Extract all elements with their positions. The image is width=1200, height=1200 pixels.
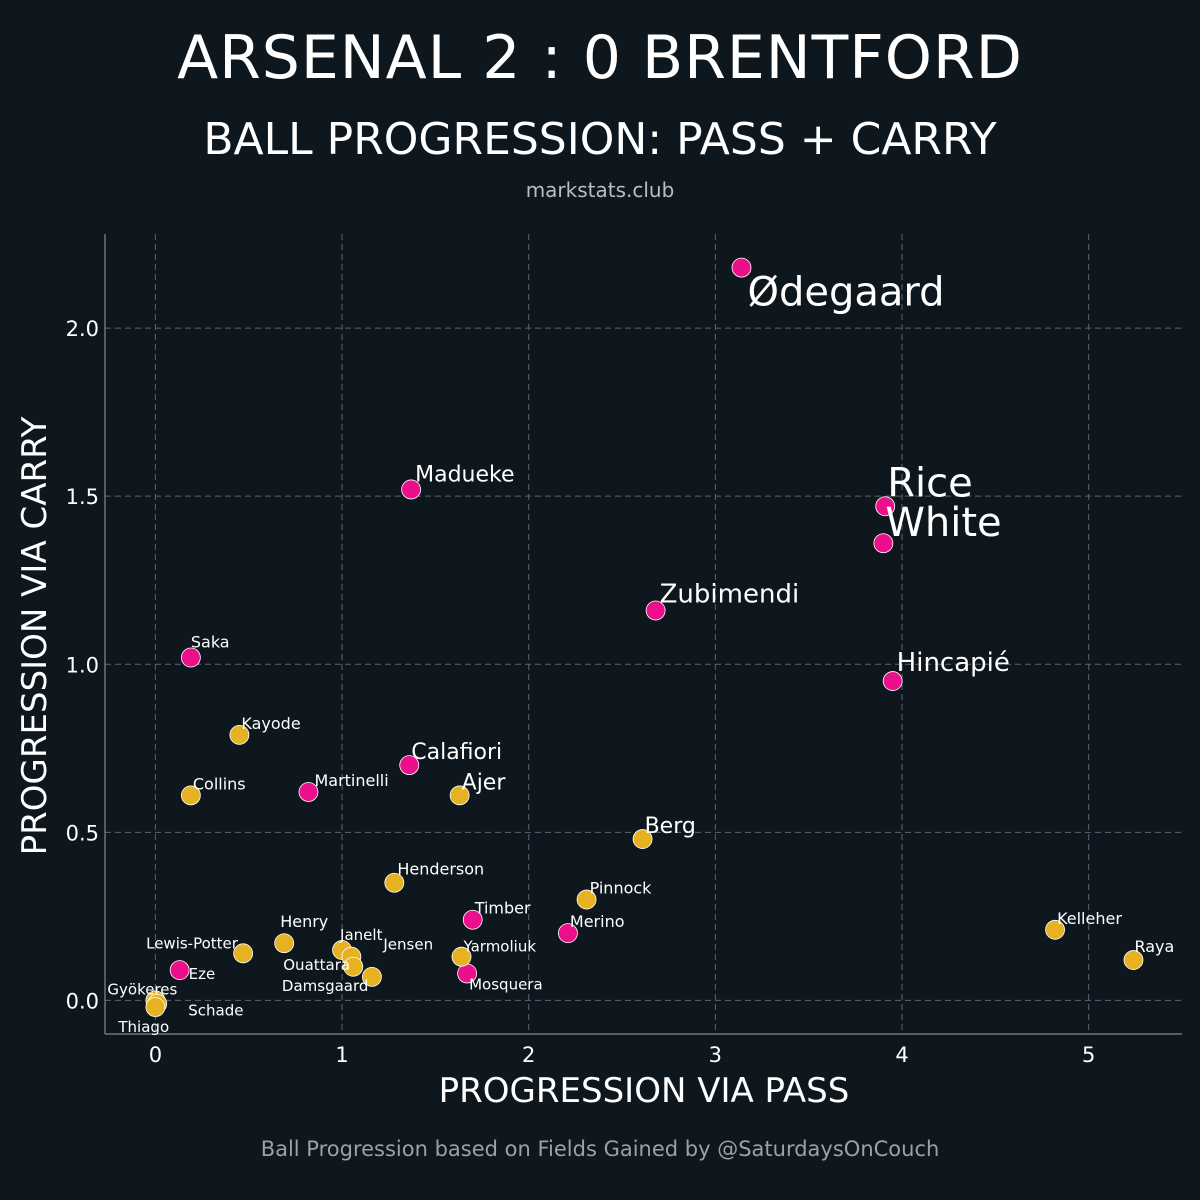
axis-layer [104,234,1182,1035]
data-point-damsgaard [362,966,382,987]
y-tick-label: 0.0 [66,989,99,1013]
point-label: Mosquera [469,975,543,993]
data-point-saka [180,647,201,668]
point-layer [145,257,1144,1018]
data-point-hincapi- [882,671,903,691]
point-label: Collins [193,774,246,793]
point-label: Schade [188,1002,243,1020]
point-label: Lewis-Potter [146,934,239,952]
data-point-merino [558,923,578,944]
data-point-berg [632,829,653,849]
point-label: Kelleher [1057,909,1122,928]
point-label: Hincapié [897,648,1010,678]
point-label: Ajer [462,770,507,795]
point-label: Pinnock [590,879,653,898]
chart-title: ARSENAL 2 : 0 BRENTFORD [177,23,1023,93]
x-tick-label: 1 [335,1043,348,1067]
point-label: Kayode [241,714,300,733]
point-label: Zubimendi [660,579,800,609]
point-label: Merino [570,912,625,931]
point-label: Henry [280,912,328,931]
data-point-henderson [384,872,405,893]
data-point-kelleher [1045,919,1065,940]
data-point-yarmoliuk [451,946,472,967]
point-label: White [885,500,1001,546]
point-label: Rice [887,460,973,506]
point-label: Damsgaard [282,977,369,995]
x-tick-label: 2 [522,1043,535,1067]
data-point-lewis-potter [233,943,254,964]
chart-subtitle: BALL PROGRESSION: PASS + CARRY [203,114,997,165]
point-label: Ouattara [283,956,350,974]
site-credit: markstats.club [525,178,675,202]
data-point-madueke [401,479,422,500]
data-point-eze [169,960,190,981]
x-tick-label: 0 [149,1043,162,1067]
data-point-ajer [449,785,470,806]
y-tick-label: 2.0 [66,317,99,341]
point-label: Madueke [415,462,514,487]
tick-layer: 0 1 2 3 4 5 0.0 0.5 1.0 1.5 2.0 [66,317,1096,1067]
data-point-timber [462,909,483,930]
y-axis-label: PROGRESSION VIA CARRY [15,416,55,855]
data-point-kayode [229,724,250,745]
point-label: Raya [1134,937,1174,956]
y-tick-label: 0.5 [66,821,99,845]
data-point-ouattara [343,956,364,977]
point-label: Thiago [117,1018,169,1036]
footer-credit: Ball Progression based on Fields Gained … [260,1137,940,1161]
grid-layer [105,234,1182,1034]
point-label: Timber [474,899,531,918]
y-tick-label: 1.5 [66,485,99,509]
data-point-raya [1123,950,1144,970]
data-point-thiago [145,997,166,1018]
data-point-henry [274,933,295,954]
point-label: Martinelli [314,771,388,790]
point-label: Calafiori [411,740,502,765]
data-point-martinelli [298,782,319,802]
point-label: Janelt [339,926,383,944]
data-point-rice [875,496,896,517]
data-point--degaard [731,257,752,278]
data-point-white [873,533,894,554]
point-label: Ødegaard [747,270,944,316]
point-label: Jensen [382,936,433,954]
y-tick-label: 1.0 [66,653,99,677]
data-point-pinnock [576,889,597,910]
data-point-collins [180,785,201,806]
x-tick-label: 5 [1082,1043,1095,1067]
point-label: Berg [645,814,696,839]
x-tick-label: 3 [709,1043,722,1067]
x-tick-label: 4 [895,1043,908,1067]
point-label: Saka [191,633,230,652]
x-axis-label: PROGRESSION VIA PASS [439,1071,850,1111]
data-point-calafiori [399,755,420,775]
point-label: Yarmoliuk [463,938,537,956]
point-label: Henderson [397,860,484,879]
point-label: Gyökeres [107,980,177,998]
data-point-zubimendi [645,600,666,621]
point-label: Eze [189,965,216,983]
